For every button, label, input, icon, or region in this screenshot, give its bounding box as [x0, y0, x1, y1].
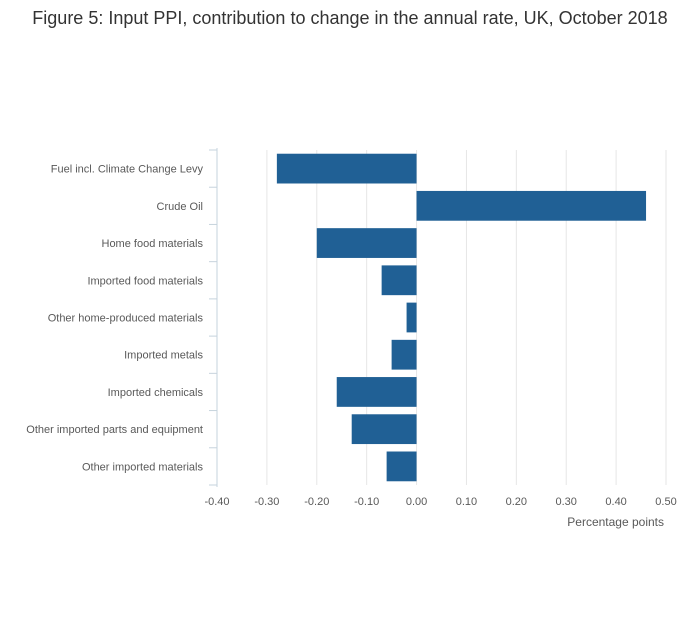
category-label: Imported food materials	[87, 275, 203, 287]
x-tick-label: 0.50	[655, 496, 676, 508]
bar	[336, 377, 417, 407]
category-label: Other imported materials	[82, 461, 204, 473]
category-label: Home food materials	[102, 238, 204, 250]
category-label: Crude Oil	[157, 201, 203, 213]
bar	[381, 265, 417, 296]
bars	[276, 153, 647, 482]
value-axis: -0.40 -0.30 -0.20 -0.10 0.00 0.10 0.20 0.30 0.40…	[204, 496, 676, 508]
x-tick-label: -0.20	[304, 496, 329, 508]
category-label: Other home-produced materials	[48, 313, 204, 325]
bar	[386, 451, 417, 482]
bar	[406, 302, 417, 333]
bar	[276, 153, 417, 184]
x-tick-label: 0.40	[605, 496, 626, 508]
category-label: Other imported parts and equipment	[26, 424, 203, 436]
x-tick-label: -0.30	[254, 496, 279, 508]
bar	[391, 339, 417, 370]
bar	[316, 228, 417, 258]
x-tick-label: 0.20	[506, 496, 527, 508]
category-label: Fuel incl. Climate Change Levy	[51, 164, 204, 176]
x-tick-label: 0.00	[406, 496, 427, 508]
category-label: Imported chemicals	[108, 387, 204, 399]
x-tick-label: 0.30	[556, 496, 577, 508]
x-tick-label: -0.10	[354, 496, 379, 508]
x-tick-label: -0.40	[204, 496, 229, 508]
x-axis-title: Percentage points	[567, 515, 664, 529]
category-axis: Fuel incl. Climate Change Levy Crude Oil H…	[26, 148, 218, 487]
category-label: Imported metals	[124, 350, 203, 362]
bar	[416, 190, 647, 221]
x-tick-label: 0.10	[456, 496, 477, 508]
chart-title: Figure 5: Input PPI, contribution to cha…	[32, 8, 668, 28]
bar	[351, 414, 417, 445]
